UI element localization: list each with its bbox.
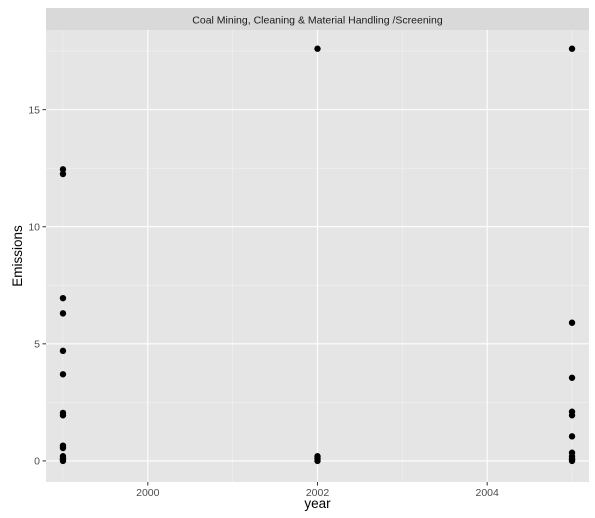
data-point (569, 458, 575, 464)
data-point (569, 375, 575, 381)
x-axis-title: year (304, 496, 331, 511)
data-point (60, 348, 66, 354)
data-point (60, 310, 66, 316)
data-point (569, 412, 575, 418)
data-point (60, 412, 66, 418)
data-point (314, 46, 320, 52)
y-tick-label: 0 (34, 456, 40, 468)
y-axis: 0 5 10 15 (28, 104, 46, 467)
data-point (60, 171, 66, 177)
facet-strip-label: Coal Mining, Cleaning & Material Handlin… (192, 15, 443, 27)
y-axis-title: Emissions (10, 225, 25, 287)
x-tick-label: 2000 (136, 487, 160, 499)
y-tick-label: 15 (28, 104, 40, 116)
y-tick-label: 5 (34, 339, 40, 351)
data-point (569, 433, 575, 439)
data-point (314, 458, 320, 464)
data-point (569, 320, 575, 326)
data-point (569, 46, 575, 52)
x-tick-label: 2004 (476, 487, 500, 499)
y-tick-label: 10 (28, 222, 40, 234)
data-point (60, 295, 66, 301)
data-point (60, 458, 66, 464)
data-point (60, 445, 66, 451)
data-point (60, 371, 66, 377)
